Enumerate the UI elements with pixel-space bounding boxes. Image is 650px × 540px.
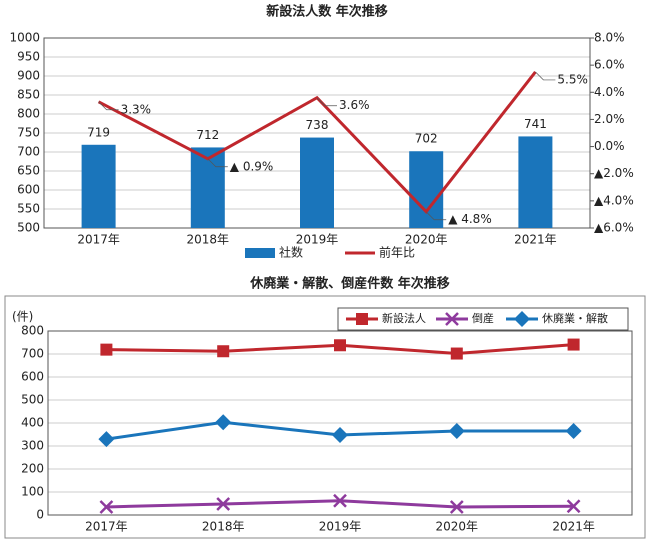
leader (98, 101, 119, 111)
bar-label: 702 (415, 132, 438, 146)
x-tick-label: 2021年 (552, 520, 595, 534)
legend-label: 前年比 (379, 245, 415, 260)
marker (100, 343, 113, 356)
marker (217, 345, 230, 358)
bar (300, 137, 334, 228)
x-tick-label: 2019年 (319, 520, 362, 534)
x-tick-label: 2020年 (436, 520, 479, 534)
chart-title: 新設法人数 年次推移 (266, 4, 388, 20)
marker (98, 431, 115, 448)
y-tick-label: 650 (17, 164, 40, 178)
y2-tick-label: 4.0% (594, 85, 625, 99)
bar-label: 719 (87, 125, 110, 139)
y-tick-label: 700 (21, 347, 44, 361)
y-tick-label: 950 (17, 50, 40, 64)
data-label: ▲ 4.8% (448, 212, 492, 226)
legend-label: 社数 (279, 245, 303, 260)
data-label: 3.6% (339, 98, 370, 112)
y2-tick-label: 8.0% (594, 31, 625, 45)
bar (190, 147, 225, 228)
y2-tick-label: 2.0% (594, 112, 625, 126)
y-tick-label: 100 (21, 485, 44, 499)
marker (448, 423, 465, 440)
data-label: 3.3% (121, 102, 152, 116)
x-tick-label: 2018年 (202, 520, 245, 534)
y-tick-label: 700 (17, 145, 40, 159)
y-tick-label: 600 (17, 183, 40, 197)
chart-frame (4, 295, 646, 539)
x-tick-label: 2020年 (405, 233, 448, 247)
y-tick-label: 550 (17, 202, 40, 216)
bar-label: 738 (306, 118, 329, 132)
leader (535, 71, 556, 81)
y2-tick-label: ▲4.0% (594, 193, 634, 207)
y-tick-label: 200 (21, 462, 44, 476)
data-label: ▲ 0.9% (230, 159, 274, 173)
y-tick-label: 300 (21, 439, 44, 453)
marker (332, 426, 348, 443)
y-tick-label: 400 (21, 416, 44, 430)
x-tick-label: 2017年 (77, 233, 120, 247)
marker (333, 493, 347, 508)
marker (215, 414, 232, 431)
bar (518, 136, 553, 228)
y2-tick-label: 6.0% (594, 58, 625, 72)
marker (567, 338, 580, 351)
x-tick-label: 2019年 (296, 233, 339, 247)
marker (565, 423, 582, 440)
marker (216, 497, 231, 511)
marker (449, 500, 464, 514)
x-tick-label: 2018年 (187, 233, 230, 247)
leader (316, 97, 337, 107)
y-tick-label: 600 (21, 370, 44, 384)
x-tick-label: 2017年 (85, 520, 128, 534)
legend-label: 休廃業・解散 (542, 311, 608, 325)
marker (445, 312, 459, 326)
x-tick-label: 2021年 (514, 233, 557, 247)
y-tick-label: 800 (21, 324, 44, 338)
marker (356, 313, 368, 325)
leader (207, 158, 228, 168)
bar (81, 144, 116, 228)
y-tick-label: 1000 (9, 31, 40, 45)
y-tick-label: 750 (17, 126, 40, 140)
y-tick-label: 0 (36, 508, 44, 522)
bar-label: 712 (196, 128, 219, 142)
plot-frame (47, 330, 633, 516)
legend-label: 倒産 (472, 312, 494, 325)
marker (566, 499, 581, 514)
bar (409, 151, 444, 228)
y-tick-label: 500 (17, 221, 40, 235)
y2-tick-label: 0.0% (594, 139, 625, 153)
y-tick-label: 850 (17, 88, 40, 102)
chart-title: 休廃業・解散、倒産件数 年次推移 (249, 276, 450, 292)
y-tick-label: 900 (17, 69, 40, 83)
legend-swatch (245, 248, 275, 258)
y-tick-label: 500 (21, 393, 44, 407)
y2-tick-label: ▲6.0% (594, 221, 634, 235)
marker (99, 500, 114, 514)
marker (334, 339, 346, 352)
leader (425, 211, 447, 221)
legend-frame (337, 307, 629, 331)
marker (450, 347, 463, 360)
data-label: 5.5% (557, 72, 588, 86)
y-axis-label: (件) (12, 310, 33, 324)
legend-label: 新設法人 (382, 311, 426, 325)
y2-tick-label: ▲2.0% (594, 166, 634, 180)
y-tick-label: 800 (17, 107, 40, 121)
bar-label: 741 (524, 117, 547, 131)
marker (514, 311, 530, 327)
